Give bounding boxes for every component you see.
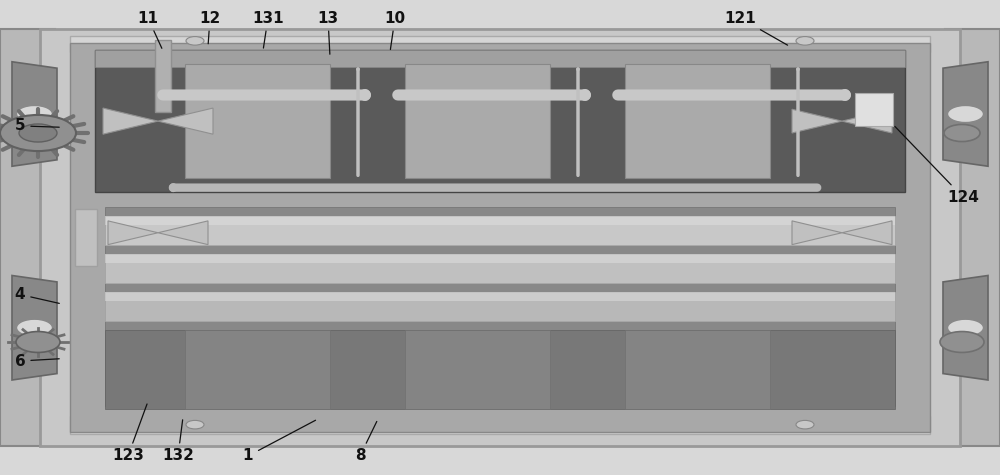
Circle shape: [940, 332, 984, 352]
Text: 8: 8: [355, 421, 377, 464]
Bar: [855, 93, 893, 126]
Text: 5: 5: [15, 118, 59, 133]
Polygon shape: [108, 221, 158, 245]
Text: 12: 12: [199, 10, 221, 44]
Bar: [40, 28, 960, 446]
Bar: [945, 28, 1000, 446]
Polygon shape: [12, 62, 57, 166]
Text: 1: 1: [243, 420, 316, 464]
Bar: [105, 216, 895, 225]
Polygon shape: [158, 221, 208, 245]
Polygon shape: [792, 109, 842, 133]
Circle shape: [16, 319, 52, 336]
Bar: [105, 292, 895, 321]
Bar: [105, 207, 895, 406]
Polygon shape: [943, 276, 988, 380]
Polygon shape: [12, 276, 57, 380]
Bar: [95, 50, 905, 66]
Circle shape: [947, 319, 983, 336]
Text: 6: 6: [15, 353, 59, 369]
Text: 10: 10: [384, 10, 406, 49]
Text: 121: 121: [724, 10, 788, 45]
Polygon shape: [842, 109, 892, 133]
Polygon shape: [792, 221, 842, 245]
Bar: [405, 64, 550, 178]
Polygon shape: [842, 221, 892, 245]
Bar: [105, 216, 895, 245]
Bar: [70, 36, 930, 52]
Bar: [105, 254, 895, 263]
Bar: [105, 292, 895, 301]
Text: 13: 13: [317, 10, 339, 54]
Circle shape: [796, 37, 814, 45]
Bar: [185, 64, 330, 178]
Bar: [95, 50, 905, 192]
Polygon shape: [103, 108, 158, 134]
Bar: [70, 43, 930, 432]
Circle shape: [16, 105, 52, 123]
Bar: [105, 254, 895, 283]
Bar: [155, 40, 171, 112]
Text: 131: 131: [252, 10, 284, 48]
Circle shape: [944, 124, 980, 142]
Circle shape: [947, 105, 983, 123]
Circle shape: [186, 420, 204, 429]
Bar: [405, 330, 550, 408]
Bar: [625, 64, 770, 178]
Circle shape: [0, 115, 76, 151]
Bar: [105, 330, 895, 408]
Bar: [625, 330, 770, 408]
Polygon shape: [158, 108, 213, 134]
Text: 4: 4: [15, 287, 59, 304]
Bar: [75, 209, 97, 266]
Text: 132: 132: [162, 420, 194, 464]
Polygon shape: [943, 62, 988, 166]
Bar: [70, 416, 930, 434]
Circle shape: [19, 124, 57, 142]
Circle shape: [186, 37, 204, 45]
Bar: [185, 330, 330, 408]
Text: 123: 123: [112, 404, 147, 464]
Text: 124: 124: [895, 126, 979, 205]
Bar: [0, 28, 55, 446]
Circle shape: [16, 332, 60, 352]
Text: 11: 11: [138, 10, 162, 48]
Circle shape: [796, 420, 814, 429]
